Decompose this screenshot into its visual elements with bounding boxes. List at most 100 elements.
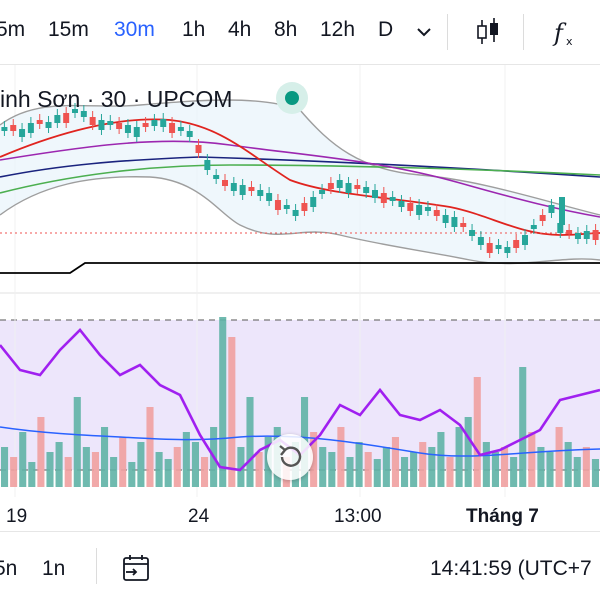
candle-body bbox=[460, 223, 467, 227]
volume-bar bbox=[510, 457, 518, 487]
candle-body bbox=[274, 200, 281, 210]
volume-bar bbox=[419, 442, 427, 487]
volume-bar bbox=[428, 447, 436, 487]
candle-body bbox=[283, 205, 290, 209]
clock-readout[interactable]: 14:41:59 (UTC+7 bbox=[430, 557, 592, 580]
volume-bar bbox=[101, 427, 109, 487]
candle-body bbox=[530, 225, 537, 229]
chart-canvas[interactable] bbox=[0, 65, 600, 497]
range-1n-button[interactable]: 1n bbox=[42, 557, 66, 580]
timeframe-12h[interactable]: 12h bbox=[320, 18, 356, 41]
volume-bar bbox=[364, 452, 372, 487]
timeframe-5m[interactable]: 5m bbox=[0, 18, 26, 41]
timeframe-1h[interactable]: 1h bbox=[182, 18, 206, 41]
volume-bar bbox=[173, 447, 181, 487]
ma-green-line bbox=[0, 164, 600, 194]
volume-bar bbox=[137, 442, 145, 487]
volume-bar bbox=[237, 447, 245, 487]
candle-body bbox=[160, 119, 167, 127]
volume-bar bbox=[373, 459, 381, 487]
candle-body bbox=[513, 240, 520, 248]
toolbar-divider bbox=[523, 14, 524, 50]
candle-body bbox=[327, 183, 334, 189]
candle-body bbox=[124, 125, 131, 133]
candle-body bbox=[319, 190, 326, 194]
volume-bar bbox=[591, 459, 599, 487]
range-5n-button[interactable]: 5n bbox=[0, 557, 18, 580]
volume-bar bbox=[91, 452, 99, 487]
volume-bar bbox=[228, 337, 236, 487]
time-axis-label: 24 bbox=[188, 506, 210, 527]
volume-bar bbox=[1, 447, 9, 487]
toolbar-divider bbox=[447, 14, 448, 50]
candle-body bbox=[407, 203, 414, 211]
candle-body bbox=[195, 145, 202, 153]
ma-purple-line bbox=[0, 140, 600, 218]
candle-body bbox=[486, 243, 493, 253]
volume-bar bbox=[155, 452, 163, 487]
timeframe-8h[interactable]: 8h bbox=[274, 18, 298, 41]
candle-body bbox=[451, 217, 458, 227]
support-line bbox=[0, 262, 600, 274]
candle-body bbox=[442, 215, 449, 223]
candle-body bbox=[380, 193, 387, 203]
candle-body bbox=[151, 120, 158, 126]
volume-bar bbox=[246, 397, 254, 487]
candle-body bbox=[186, 131, 193, 137]
volume-bar bbox=[355, 442, 363, 487]
volume-bar bbox=[319, 447, 327, 487]
candle-body bbox=[398, 201, 405, 207]
candle-body bbox=[504, 247, 511, 253]
timeframe-30m[interactable]: 30m bbox=[114, 18, 155, 41]
volume-bar bbox=[64, 457, 72, 487]
candlestick-icon[interactable] bbox=[470, 14, 506, 50]
volume-bar bbox=[455, 427, 463, 487]
volume-bar bbox=[28, 462, 36, 487]
time-axis[interactable] bbox=[0, 497, 600, 531]
volume-bar bbox=[410, 452, 418, 487]
volume-bar bbox=[55, 442, 63, 487]
ma-red-line bbox=[0, 118, 600, 236]
symbol-legend[interactable]: inh Sơn · 30 · UPCOM bbox=[0, 86, 233, 112]
timeframe-d[interactable]: D bbox=[378, 18, 394, 41]
candle-body bbox=[36, 120, 43, 124]
candle-body bbox=[559, 197, 565, 225]
volume-bar bbox=[164, 459, 172, 487]
function-fx-icon[interactable]: f x bbox=[548, 14, 584, 50]
calendar-goto-icon[interactable] bbox=[120, 552, 154, 584]
timeframe-4h[interactable]: 4h bbox=[228, 18, 252, 41]
volume-bar bbox=[564, 442, 572, 487]
candle-body bbox=[424, 207, 431, 211]
candle-body bbox=[169, 123, 176, 133]
candle-body bbox=[574, 233, 581, 239]
volume-bar bbox=[582, 447, 590, 487]
candle-body bbox=[522, 235, 528, 245]
volume-bar bbox=[119, 437, 127, 487]
chevron-down-icon[interactable] bbox=[406, 14, 442, 50]
candle-body bbox=[177, 127, 184, 131]
volume-bar bbox=[437, 432, 445, 487]
timeframe-15m[interactable]: 15m bbox=[48, 18, 89, 41]
candle-body bbox=[19, 129, 26, 137]
volume-bar bbox=[382, 447, 390, 487]
market-status-icon[interactable] bbox=[276, 82, 308, 114]
candle-body bbox=[566, 230, 573, 234]
volume-bar bbox=[191, 442, 199, 487]
volume-bar bbox=[146, 407, 154, 487]
reset-chart-button[interactable] bbox=[267, 434, 313, 480]
volume-bar bbox=[328, 452, 336, 487]
volume-bar bbox=[73, 397, 81, 487]
candle-body bbox=[372, 190, 378, 198]
volume-bar bbox=[201, 457, 209, 487]
candle-body bbox=[54, 115, 61, 123]
volume-bar bbox=[19, 432, 27, 487]
volume-bar bbox=[464, 417, 472, 487]
reset-icon bbox=[279, 445, 302, 467]
volume-ma-line bbox=[0, 426, 600, 457]
candle-body bbox=[116, 123, 123, 129]
volume-bar bbox=[128, 462, 136, 487]
volume-bar bbox=[537, 447, 545, 487]
volume-bar bbox=[555, 427, 563, 487]
candle-body bbox=[222, 180, 228, 186]
candle-body bbox=[433, 210, 440, 216]
